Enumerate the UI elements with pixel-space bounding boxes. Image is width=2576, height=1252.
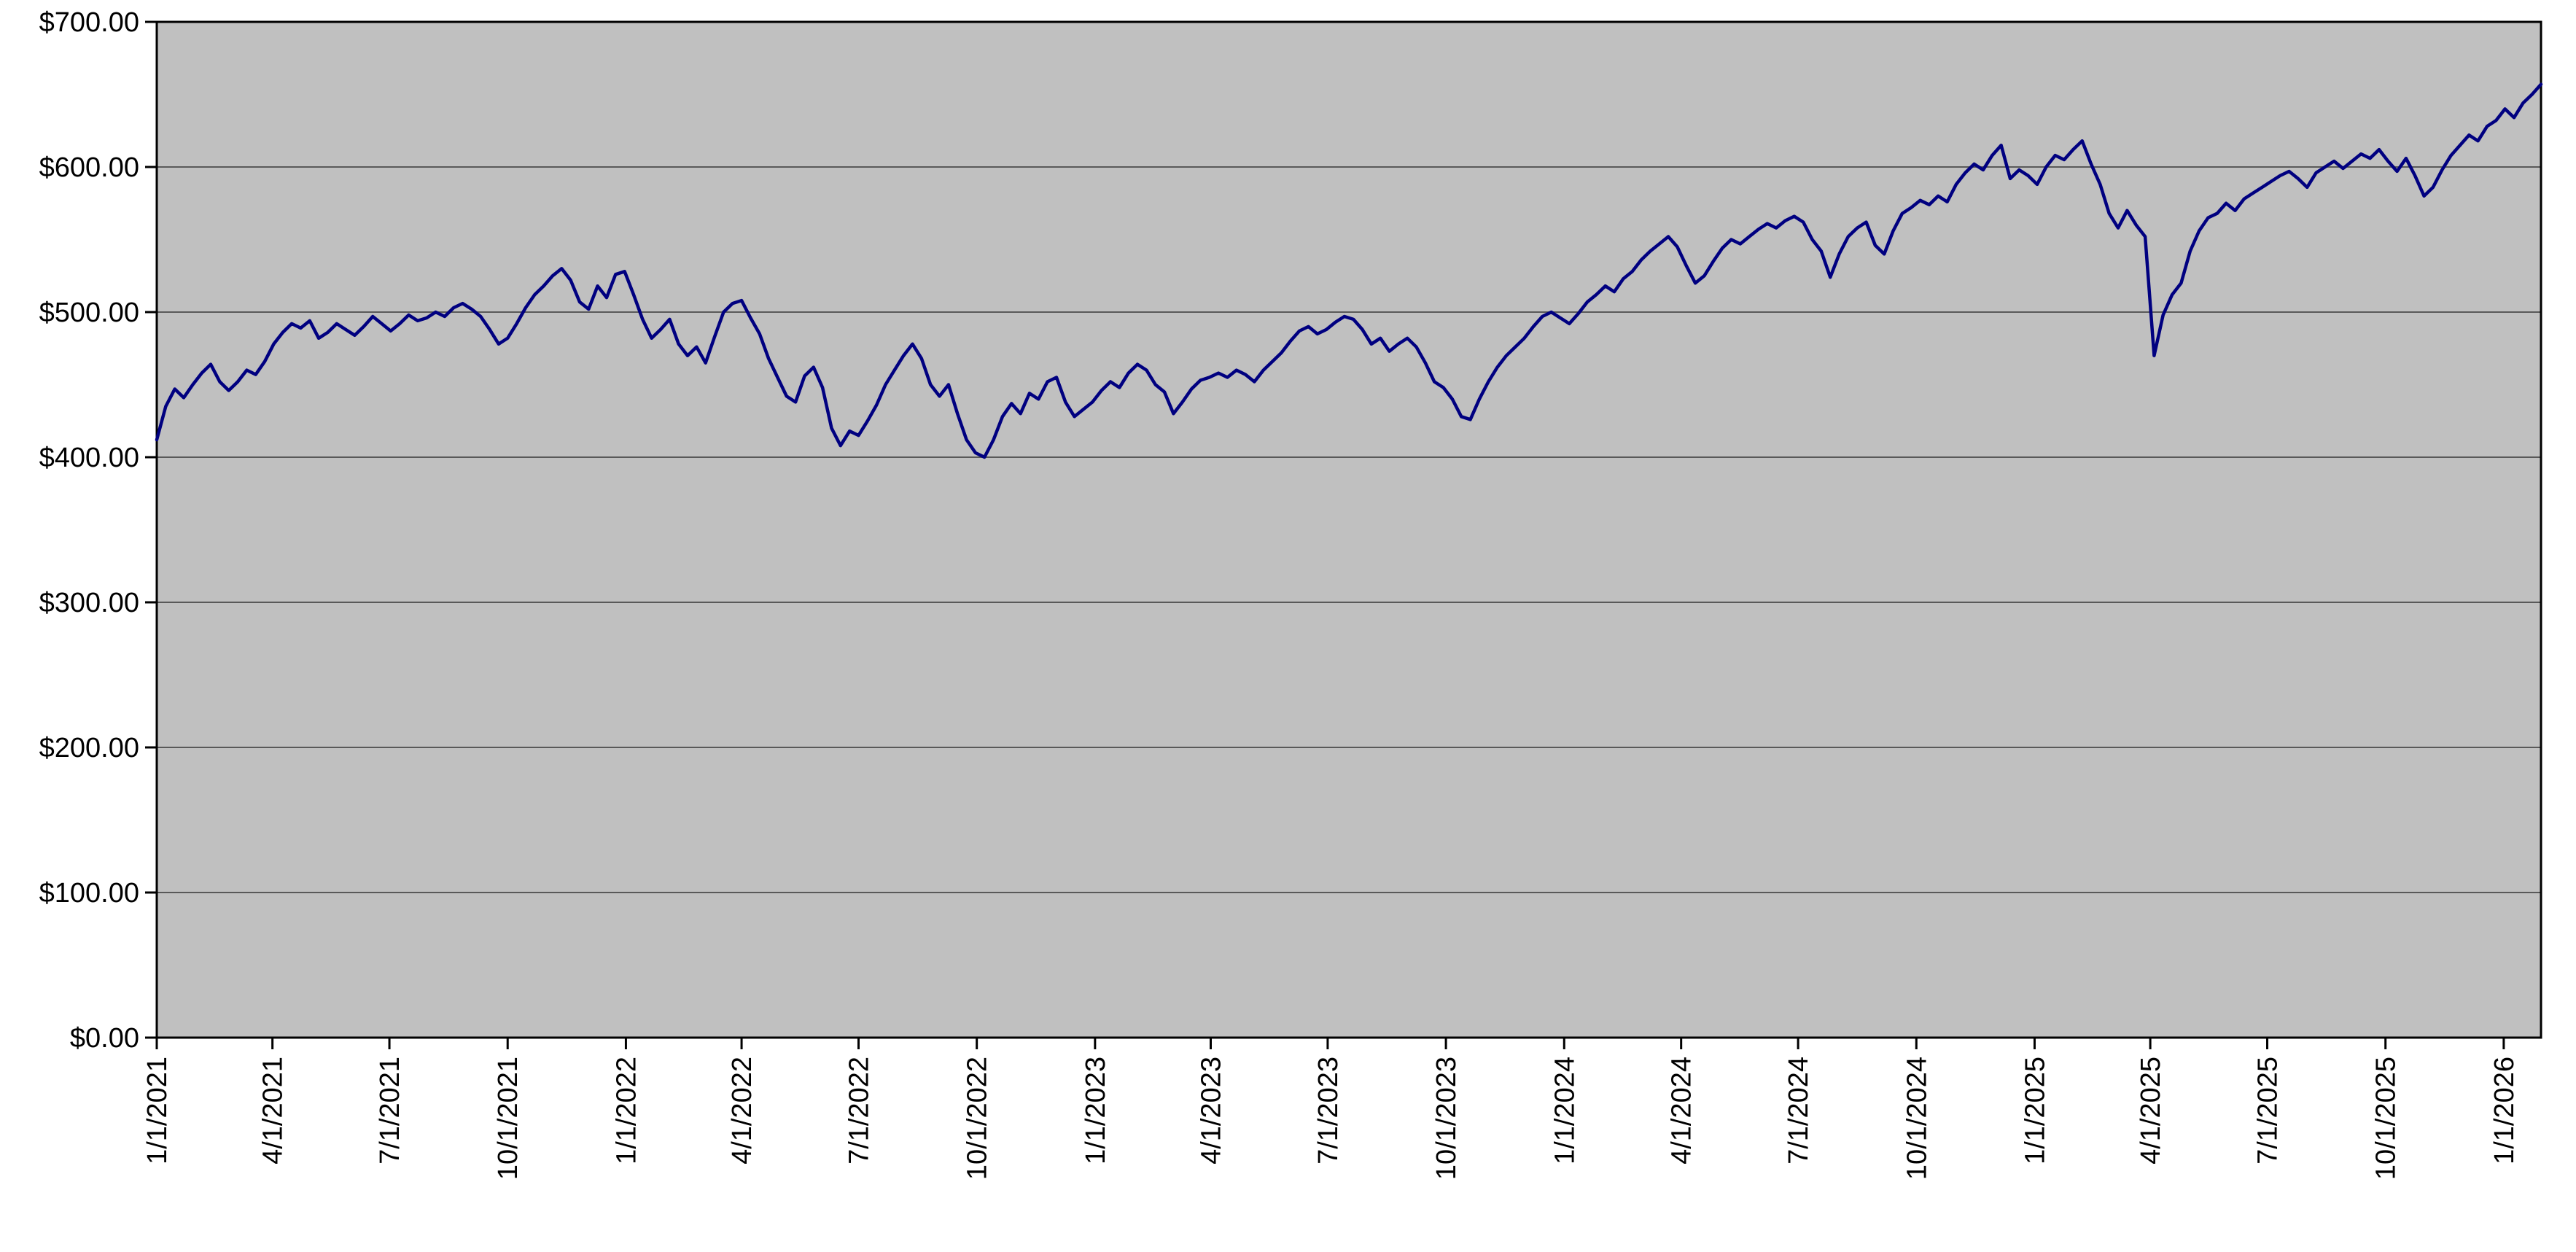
- y-axis-label: $600.00: [39, 152, 139, 183]
- x-axis-label: 1/1/2025: [2020, 1057, 2050, 1164]
- x-axis-label: 7/1/2024: [1783, 1057, 1814, 1164]
- x-axis-label: 1/1/2023: [1081, 1057, 1111, 1164]
- y-axis-label: $100.00: [39, 878, 139, 909]
- x-axis-label: 4/1/2024: [1667, 1057, 1697, 1164]
- x-axis-tick-labels: 1/1/2021 4/1/2021 7/1/2021 10/1/2021 1/1/202…: [142, 1057, 2520, 1180]
- x-axis-label: 7/1/2023: [1313, 1057, 1344, 1164]
- x-axis-label: 4/1/2023: [1196, 1057, 1226, 1164]
- x-axis-label: 7/1/2025: [2253, 1057, 2284, 1164]
- x-axis-label: 10/1/2024: [1902, 1057, 1932, 1180]
- price-line: [155, 82, 2543, 459]
- x-axis-label: 4/1/2022: [727, 1057, 758, 1164]
- x-axis-label: 7/1/2022: [844, 1057, 874, 1164]
- y-axis-label: $700.00: [39, 7, 139, 38]
- y-gridlines: [157, 21, 2541, 1038]
- x-axis-label: 10/1/2023: [1431, 1057, 1462, 1180]
- y-axis-label: $0.00: [70, 1023, 139, 1054]
- x-axis-label: 10/1/2021: [493, 1057, 524, 1180]
- x-axis-label: 4/1/2025: [2136, 1057, 2166, 1164]
- plot-border: [155, 20, 2542, 1039]
- x-axis-ticks: [155, 1038, 2505, 1049]
- y-axis-label: $500.00: [39, 298, 139, 328]
- x-axis-label: 1/1/2021: [142, 1057, 173, 1164]
- y-axis-label: $400.00: [39, 443, 139, 473]
- y-axis-label: $200.00: [39, 733, 139, 763]
- y-axis-label: $300.00: [39, 588, 139, 618]
- y-axis-ticks: [145, 20, 157, 1039]
- x-axis-label: 10/1/2022: [962, 1057, 993, 1180]
- plot-area: [157, 22, 2541, 1038]
- x-axis-label: 10/1/2025: [2371, 1057, 2402, 1180]
- x-axis-label: 7/1/2021: [375, 1057, 405, 1164]
- x-axis-label: 4/1/2021: [258, 1057, 289, 1164]
- x-axis-label: 1/1/2026: [2489, 1057, 2520, 1164]
- x-axis-label: 1/1/2024: [1549, 1057, 1580, 1164]
- x-axis-label: 1/1/2022: [611, 1057, 642, 1164]
- y-axis-tick-labels: $0.00 $100.00 $200.00 $300.00 $400.00 $500.00…: [39, 7, 139, 1054]
